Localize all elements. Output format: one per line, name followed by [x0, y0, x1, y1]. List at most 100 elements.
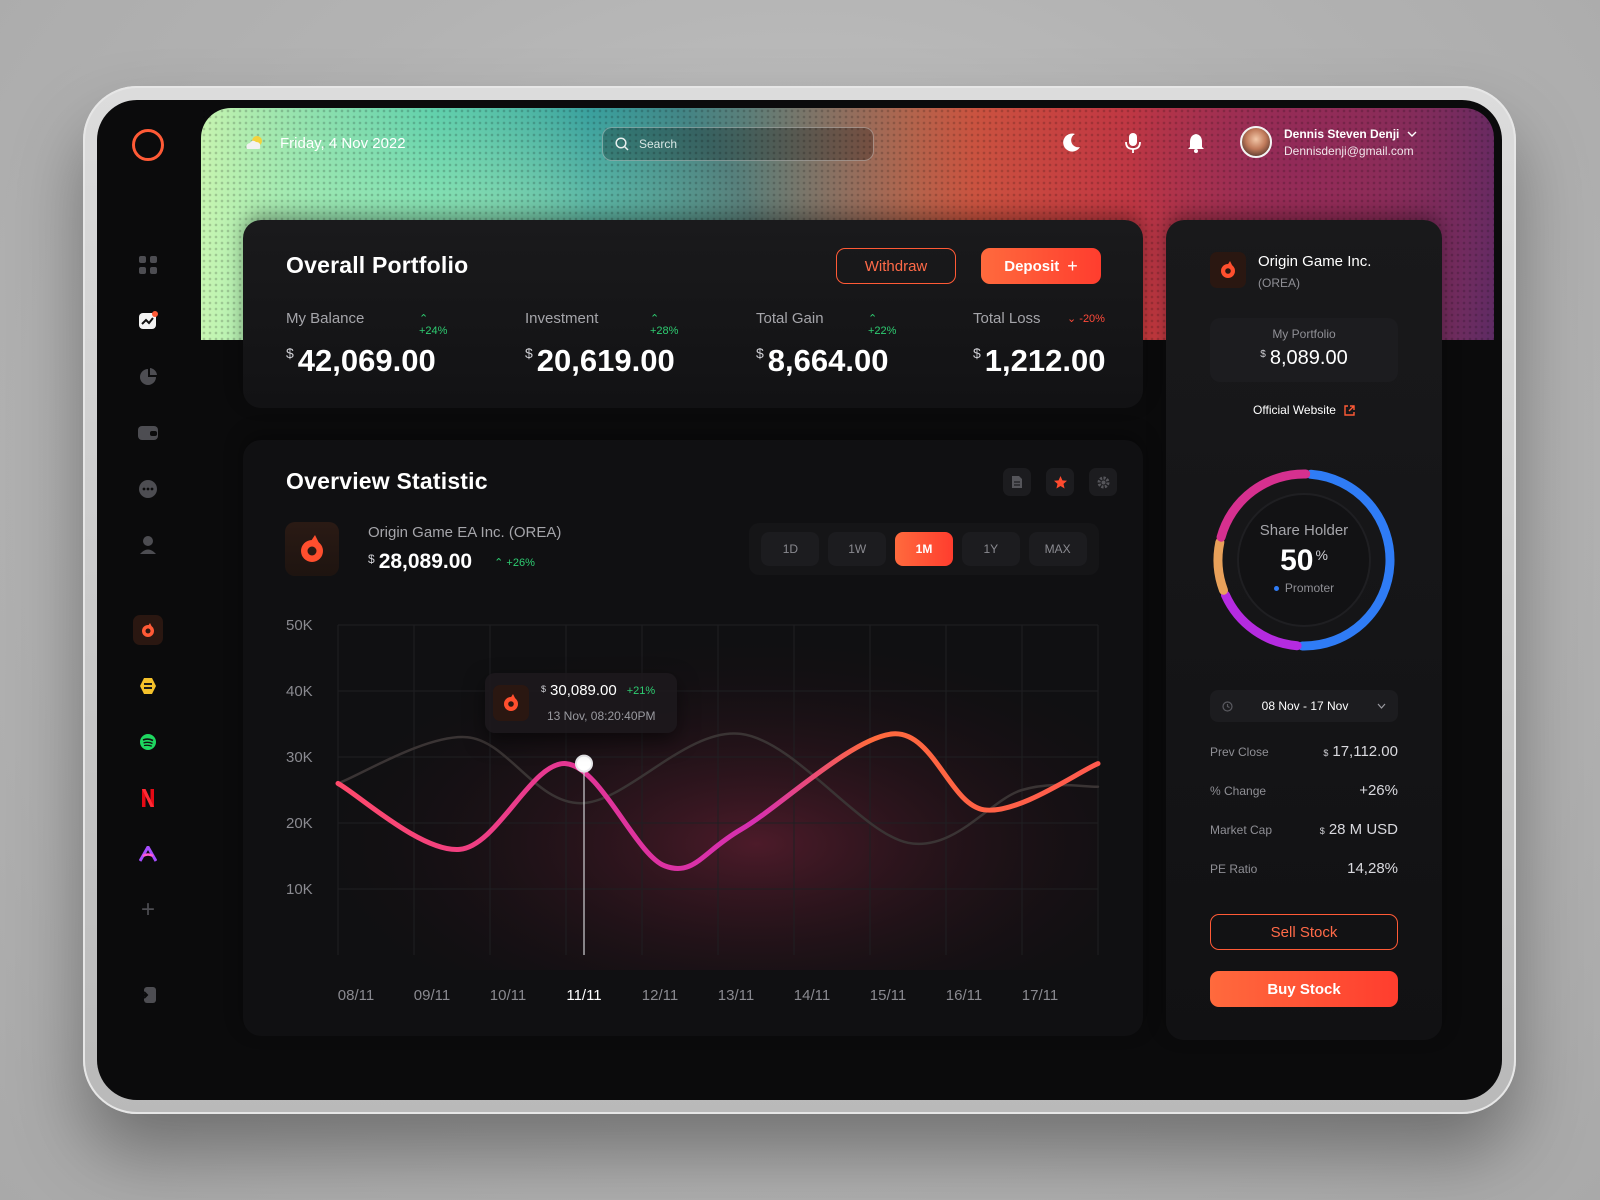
y-tick-label: 20K	[286, 815, 313, 832]
price-value: 28,089.00	[378, 550, 473, 573]
price-change-value: +26%	[506, 557, 535, 569]
spotify-icon[interactable]	[133, 727, 163, 757]
date-display: Friday, 4 Nov 2022	[244, 134, 406, 152]
search-input[interactable]: Search	[639, 137, 678, 151]
currency-symbol: $	[1319, 826, 1325, 836]
profile-icon[interactable]	[133, 530, 163, 560]
netflix-icon[interactable]	[133, 783, 163, 813]
origin-icon	[1210, 252, 1246, 288]
donut-segment	[1297, 469, 1395, 651]
info-label: Prev Close	[1210, 745, 1269, 759]
deposit-button[interactable]: Deposit +	[981, 248, 1101, 284]
gear-icon[interactable]	[1089, 468, 1117, 496]
tooltip-price: 30,089.00	[550, 682, 617, 699]
prev-close-row: Prev Close $17,112.00	[1210, 743, 1398, 760]
chart-icon[interactable]	[133, 306, 163, 336]
donut-legend: Promoter	[1284, 581, 1335, 595]
current-date: Friday, 4 Nov 2022	[280, 134, 406, 152]
overview-title: Overview Statistic	[286, 468, 488, 494]
pie-chart-icon[interactable]	[133, 362, 163, 392]
user-profile[interactable]: Dennis Steven Denji Dennisdenji@gmail.co…	[1240, 126, 1417, 158]
moon-icon[interactable]	[1059, 131, 1083, 155]
app-logo[interactable]	[132, 129, 164, 161]
date-range-dropdown[interactable]: 08 Nov - 17 Nov	[1210, 690, 1398, 722]
company-price: $ 28,089.00 ⌃ +26%	[368, 550, 535, 574]
highlight-point[interactable]	[575, 754, 593, 773]
dashboard-screen: + Friday, 4 Nov 2022 Search Dennis Steve…	[97, 100, 1502, 1100]
chat-icon[interactable]	[133, 474, 163, 504]
price-chart: 50K 40K 30K 20K 10K 08/11 09/11 10/11 11/11 12/11…	[243, 600, 1143, 1030]
currency-symbol: $	[1323, 748, 1329, 758]
y-tick-label: 50K	[286, 617, 313, 634]
date-range-value: 08 Nov - 17 Nov	[1261, 699, 1349, 713]
stat-label: Total Loss	[973, 310, 1041, 327]
stat-change-value: +22%	[868, 325, 897, 337]
range-max[interactable]: MAX	[1028, 532, 1087, 566]
stat-investment: Investment ⌃ +28% $20,619.00	[525, 310, 679, 379]
logout-icon[interactable]	[133, 980, 163, 1010]
star-icon[interactable]	[1046, 468, 1074, 496]
dashboard-icon[interactable]	[133, 250, 163, 280]
buy-stock-button[interactable]: Buy Stock	[1210, 971, 1398, 1007]
info-value: 17,112.00	[1332, 743, 1398, 760]
portfolio-value: 8,089.00	[1269, 347, 1348, 369]
x-tick-label: 12/11	[642, 987, 678, 1004]
comparison-series-line	[336, 732, 1100, 846]
range-1d[interactable]: 1D	[761, 532, 820, 566]
x-tick-label: 13/11	[718, 987, 754, 1004]
stat-change: ⌃ +24%	[419, 313, 448, 337]
company-logo	[285, 522, 339, 576]
stat-label: Total Gain	[756, 310, 824, 327]
wallet-icon[interactable]	[133, 418, 163, 448]
user-email: Dennisdenji@gmail.com	[1284, 143, 1414, 158]
range-1m[interactable]: 1M	[894, 532, 953, 566]
external-link-icon	[1344, 404, 1355, 416]
withdraw-button[interactable]: Withdraw	[836, 248, 956, 284]
currency-symbol: $	[368, 552, 375, 566]
stat-change-value: -20%	[1079, 313, 1105, 325]
chevron-down-icon[interactable]	[1407, 131, 1417, 137]
range-1y[interactable]: 1Y	[961, 532, 1020, 566]
x-tick-label: 16/11	[946, 987, 982, 1004]
price-series-line	[335, 731, 1101, 872]
sell-stock-button[interactable]: Sell Stock	[1210, 914, 1398, 950]
range-1w[interactable]: 1W	[828, 532, 887, 566]
stat-value: 8,664.00	[767, 343, 889, 378]
cloud-sun-icon	[246, 136, 262, 149]
x-tick-label: 09/11	[414, 987, 450, 1004]
stat-change: ⌃ +28%	[650, 313, 679, 337]
avatar[interactable]	[1240, 126, 1272, 158]
market-cap-row: Market Cap $28 M USD	[1210, 821, 1398, 838]
pe-ratio-row: PE Ratio 14,28%	[1210, 860, 1398, 877]
document-icon[interactable]	[1003, 468, 1031, 496]
bell-icon[interactable]	[1184, 131, 1208, 155]
bumble-icon[interactable]	[133, 671, 163, 701]
currency-symbol: $	[525, 345, 533, 361]
percent-change-row: % Change +26%	[1210, 782, 1398, 799]
stat-change: ⌃ +22%	[868, 313, 897, 337]
plus-icon: +	[1067, 255, 1078, 276]
donut-segment	[1220, 590, 1302, 651]
search-bar[interactable]: Search	[602, 127, 874, 161]
currency-symbol: $	[973, 345, 981, 361]
portfolio-card: Overall Portfolio Withdraw Deposit + My …	[243, 220, 1143, 408]
currency-symbol: $	[286, 345, 294, 361]
chart-tooltip: $ 30,089.00 +21% 13 Nov, 08:20:40PM	[485, 673, 677, 733]
microphone-icon[interactable]	[1121, 131, 1145, 155]
tooltip-datetime: 13 Nov, 08:20:40PM	[547, 709, 656, 723]
origin-icon[interactable]	[133, 615, 163, 645]
donut-chart	[1213, 469, 1395, 651]
x-tick-label: 14/11	[794, 987, 830, 1004]
stat-value: 20,619.00	[536, 343, 675, 378]
add-app-button[interactable]: +	[140, 896, 155, 923]
ticker: (OREA)	[1258, 276, 1300, 290]
x-tick-label: 10/11	[490, 987, 526, 1004]
company-name: Origin Game EA Inc. (OREA)	[368, 524, 562, 541]
donut-segment	[1213, 537, 1229, 595]
tooltip-change: +21%	[626, 685, 656, 697]
official-website-link[interactable]: Official Website	[1210, 403, 1398, 417]
arc-icon[interactable]	[133, 839, 163, 869]
stat-change-value: +24%	[419, 325, 448, 337]
overview-card: Overview Statistic Origin Game EA Inc. (…	[243, 440, 1143, 1036]
deposit-label: Deposit	[1004, 257, 1060, 275]
